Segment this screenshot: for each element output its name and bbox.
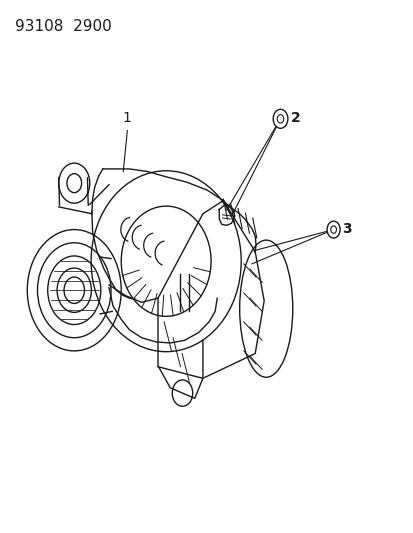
Circle shape [326,221,339,238]
Circle shape [273,109,287,128]
Text: 2: 2 [290,111,300,125]
Text: 1: 1 [123,111,131,125]
Text: 3: 3 [342,222,351,236]
Text: 93108  2900: 93108 2900 [15,19,112,34]
